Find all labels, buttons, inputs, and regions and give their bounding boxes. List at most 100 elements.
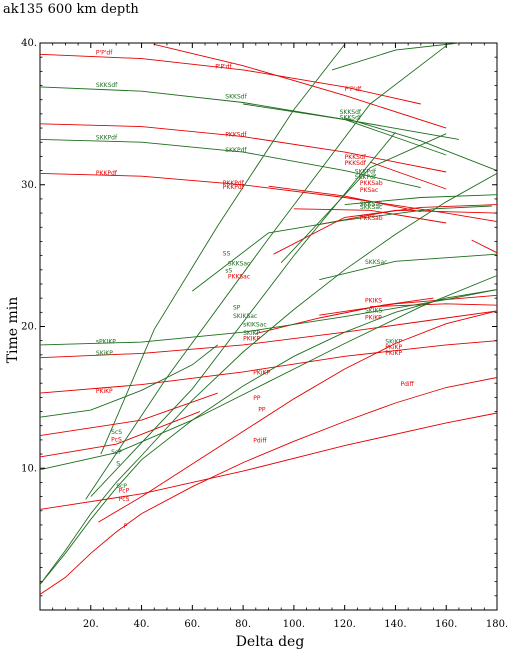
phase-label: Pdiff bbox=[401, 381, 415, 388]
phase-label: PKKPdf bbox=[223, 180, 245, 187]
phase-label: SKIKS bbox=[365, 307, 382, 314]
phase-label: PcP bbox=[119, 487, 130, 494]
phase-label: SS bbox=[223, 251, 231, 258]
x-axis-label: Delta deg bbox=[236, 634, 305, 650]
phase-label: SKIKSac bbox=[233, 313, 257, 320]
series-line-19 bbox=[369, 161, 447, 190]
series-line-8 bbox=[154, 43, 447, 129]
phase-label: SKKPdf bbox=[96, 134, 118, 141]
series-line-3 bbox=[39, 340, 498, 394]
series-line-31 bbox=[90, 132, 396, 497]
series-line-1 bbox=[98, 310, 498, 523]
series-line-17 bbox=[255, 297, 434, 335]
series-line-4 bbox=[39, 310, 498, 359]
phase-label: PP bbox=[253, 395, 261, 402]
x-tick-label: 80. bbox=[235, 619, 251, 630]
phase-label: SKKSac bbox=[365, 259, 387, 266]
phase-label: SKKPdf bbox=[355, 168, 377, 175]
phase-label: PKKPdf bbox=[96, 170, 118, 177]
x-tick-label: 180. bbox=[486, 619, 507, 630]
series-line-27 bbox=[243, 103, 447, 156]
phase-label: PKIKP bbox=[243, 336, 260, 343]
y-tick-label: 10. bbox=[21, 463, 37, 474]
y-axis-label: Time min bbox=[5, 297, 21, 364]
phase-label: PcS bbox=[119, 496, 130, 503]
y-tick-label: 30. bbox=[21, 180, 37, 191]
phase-label: PKKSdf bbox=[345, 160, 367, 167]
phase-label: SKiKP bbox=[385, 339, 402, 346]
phase-label: PKSac bbox=[360, 187, 378, 194]
y-axis: 10. 20. 30. 40. bbox=[21, 38, 497, 597]
phase-label: ScP bbox=[111, 449, 122, 456]
phase-label: SKKSdf bbox=[225, 93, 247, 100]
phase-label: PP bbox=[258, 407, 266, 414]
series-line-26 bbox=[39, 86, 459, 140]
series-line-6 bbox=[39, 123, 447, 173]
phase-label: P'P'df bbox=[96, 49, 113, 56]
phase-label: PKKSab bbox=[360, 215, 383, 222]
series-line-16 bbox=[471, 239, 498, 254]
phase-label: SKKSab bbox=[360, 201, 383, 208]
series-line-10 bbox=[39, 392, 218, 437]
series-line-28 bbox=[344, 117, 498, 172]
x-axis: 20. 40. 60. 80. 100. 120. 140. 160. 180. bbox=[52, 43, 507, 630]
series-line-24 bbox=[39, 289, 498, 346]
phase-label: Pdiff bbox=[253, 438, 267, 445]
x-tick-label: 20. bbox=[83, 619, 99, 630]
series-line-2 bbox=[39, 412, 498, 510]
x-tick-label: 100. bbox=[283, 619, 305, 630]
phase-label: P'P'df bbox=[345, 86, 362, 93]
phase-label: P'P'df bbox=[215, 64, 232, 71]
phase-label: SKIKP bbox=[243, 330, 260, 337]
series-line-7 bbox=[39, 53, 421, 105]
x-tick-label: 140. bbox=[384, 619, 406, 630]
phase-label: PKKSdf bbox=[225, 132, 247, 139]
phase-label: PcS bbox=[111, 436, 122, 443]
phase-label: SKiKP bbox=[96, 350, 113, 357]
phase-label: P bbox=[124, 523, 128, 530]
series-line-14 bbox=[370, 303, 498, 308]
y-tick-label: 20. bbox=[21, 322, 37, 333]
series-line-23 bbox=[39, 344, 218, 418]
series-group bbox=[39, 42, 498, 595]
phase-labels: P'P'dfP'P'dfP'P'dfSKKSdfSKKSdfSKKSdfSKKS… bbox=[96, 49, 415, 530]
series-line-0 bbox=[39, 377, 498, 595]
phase-label: ScP bbox=[116, 483, 127, 490]
series-line-15 bbox=[293, 208, 447, 224]
series-line-35 bbox=[280, 133, 447, 264]
phase-label: SKKPdf bbox=[355, 174, 377, 181]
series-line-25 bbox=[39, 138, 421, 189]
phase-label: SP bbox=[233, 305, 241, 312]
series-line-34 bbox=[192, 205, 492, 292]
phase-label: SKKSac bbox=[360, 204, 382, 211]
x-tick-label: 160. bbox=[435, 619, 457, 630]
phase-label: PKIKS bbox=[365, 297, 382, 304]
series-line-21 bbox=[39, 289, 498, 585]
x-tick-label: 40. bbox=[134, 619, 150, 630]
phase-label: PKiKP bbox=[385, 344, 402, 351]
phase-label: sPKIKP bbox=[96, 339, 116, 346]
phase-label: S bbox=[116, 460, 120, 467]
series-line-32 bbox=[85, 45, 447, 500]
series-line-5 bbox=[39, 172, 498, 223]
phase-label: SKKSdf bbox=[96, 82, 118, 89]
phase-label: PKiKP bbox=[253, 370, 270, 377]
x-tick-label: 60. bbox=[184, 619, 200, 630]
phase-label: sS bbox=[225, 268, 232, 275]
phase-label: PKiKP bbox=[365, 314, 382, 321]
phase-label: SKKSdf bbox=[340, 115, 362, 122]
phase-label: sKIKSac bbox=[243, 322, 267, 329]
series-line-36 bbox=[331, 42, 459, 71]
x-tick-label: 120. bbox=[334, 619, 356, 630]
phase-label: ScS bbox=[111, 429, 122, 436]
phase-label: PKiKP bbox=[385, 350, 402, 357]
phase-label: SKKSdf bbox=[340, 109, 362, 116]
series-line-33 bbox=[100, 44, 346, 455]
phase-label: PKKSdf bbox=[345, 154, 367, 161]
chart-title: ak135 600 km depth bbox=[3, 2, 139, 17]
phase-label: SKKPdf bbox=[225, 147, 247, 154]
phase-label: PKKPdf bbox=[223, 184, 245, 191]
phase-label: SKKSac bbox=[228, 261, 250, 268]
series-line-29 bbox=[319, 253, 498, 281]
